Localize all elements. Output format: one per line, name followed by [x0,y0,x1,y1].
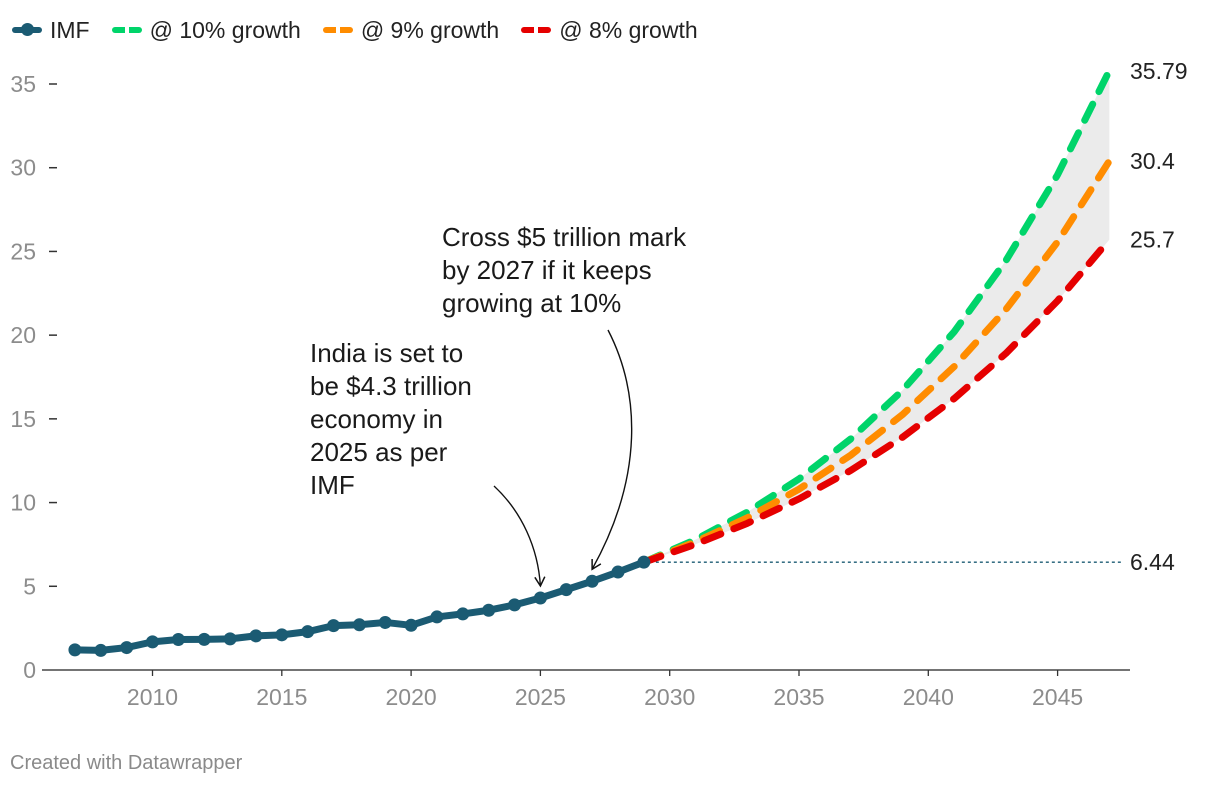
x-tick-label: 2010 [127,684,178,710]
legend-swatch-10-growth [111,27,142,33]
legend-label-9-growth: @ 9% growth [360,16,500,43]
end-label-25-7: 25.7 [1130,227,1175,253]
legend-item-10-growth: @ 10% growth [111,16,301,44]
annotation-1-text: India is set to be $4.3 trillion economy i… [310,338,472,500]
x-tick-label: 2045 [1032,684,1083,710]
legend-swatch-imf [12,23,42,36]
imf-point-2019 [378,615,392,629]
x-tick-label: 2035 [773,684,824,710]
y-tick-label: 0 [23,657,36,683]
annotation-line: be $4.3 trillion [310,371,472,401]
y-tick-label: 35 [10,71,36,97]
annotation-line: growing at 10% [442,288,621,318]
imf-point-2023 [482,603,496,617]
annotation-line: India is set to [310,338,463,368]
imf-point-2013 [223,632,237,646]
series-line-imf [71,558,648,654]
annotation-1-arrow [493,485,546,588]
legend-swatch-9-growth [322,27,353,33]
reference-line: 6.44 [643,549,1175,575]
legend-item-9-growth: @ 9% growth [322,16,500,44]
imf-point-2020 [404,618,418,632]
imf-point-2011 [171,633,185,647]
imf-point-2028 [611,565,625,579]
annotation-line: Cross $5 trillion mark [442,222,687,252]
imf-point-2022 [456,607,470,621]
imf-point-2015 [275,628,289,642]
imf-point-2026 [559,583,573,597]
footer-credit: Created with Datawrapper [10,752,243,774]
x-tick-label: 2020 [386,684,437,710]
annotation-2-arrow [591,329,633,571]
y-tick-label: 15 [10,406,36,432]
y-tick-label: 30 [10,155,36,181]
series-lines [71,67,1113,654]
range-band-area [643,70,1110,563]
imf-point-2029 [637,555,651,569]
series-line-8-growth [640,236,1113,566]
y-tick-label: 10 [10,490,36,516]
imf-point-2016 [301,625,315,639]
reference-line-label: 6.44 [1130,549,1175,575]
end-label-30-4: 30.4 [1130,148,1175,174]
y-tick-label: 5 [23,573,36,599]
y-tick-label: 20 [10,322,36,348]
chart-legend: IMF @ 10% growth @ 9% growth @ 8% growth [12,14,698,46]
imf-point-2010 [146,635,160,649]
legend-item-imf: IMF [12,17,90,44]
legend-swatch-8-growth [521,27,552,33]
imf-point-2008 [94,643,108,657]
projection-range-band [643,70,1110,563]
imf-point-2025 [533,591,547,605]
legend-label-10-growth: @ 10% growth [149,16,301,43]
x-tick-label: 2040 [903,684,954,710]
x-tick-label: 2015 [256,684,307,710]
annotation-line: by 2027 if it keeps [442,255,652,285]
legend-item-8-growth: @ 8% growth [521,16,698,44]
y-tick-label: 25 [10,238,36,264]
imf-data-points [68,555,651,657]
imf-point-2027 [585,574,599,588]
imf-point-2017 [327,619,341,633]
x-tick-label: 2025 [515,684,566,710]
end-label-35-79: 35.79 [1130,58,1188,84]
legend-label-8-growth: @ 8% growth [559,16,698,43]
end-value-labels: 35.79 30.4 25.7 [1130,58,1188,253]
series-line-9-growth [640,157,1113,566]
imf-point-2014 [249,629,263,643]
imf-point-2018 [352,618,366,632]
annotation-line: IMF [310,470,355,500]
imf-point-2009 [120,641,134,655]
annotations: India is set to be $4.3 trillion economy i… [310,222,687,588]
imf-point-2012 [197,632,211,646]
annotation-2-text: Cross $5 trillion mark by 2027 if it keep… [442,222,687,318]
annotation-line: 2025 as per [310,437,448,467]
imf-point-2007 [68,643,82,657]
legend-label-imf: IMF [50,16,90,43]
x-tick-label: 2030 [644,684,695,710]
imf-point-2024 [508,598,522,612]
series-line-10-growth [640,67,1113,566]
imf-point-2021 [430,610,444,624]
annotation-line: economy in [310,404,443,434]
